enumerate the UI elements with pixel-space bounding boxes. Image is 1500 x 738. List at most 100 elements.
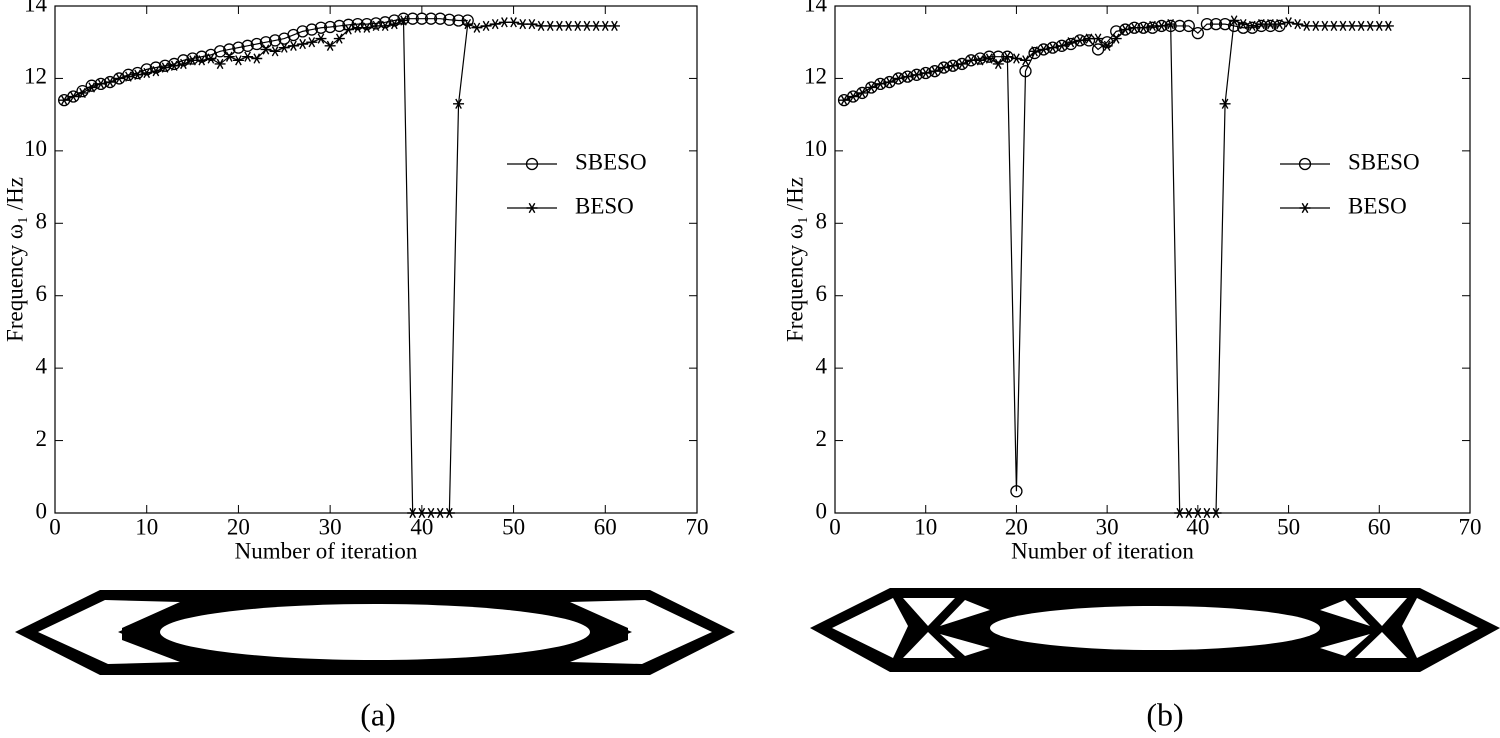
marker-star bbox=[929, 66, 941, 77]
marker-star bbox=[425, 507, 437, 519]
hole bbox=[940, 600, 990, 626]
marker-circle bbox=[296, 25, 309, 38]
marker-star bbox=[297, 38, 309, 50]
series-line bbox=[63, 18, 468, 101]
marker-circle bbox=[1264, 19, 1277, 33]
marker-circle bbox=[232, 41, 245, 54]
marker-star bbox=[260, 44, 272, 55]
marker-circle bbox=[1110, 25, 1123, 38]
marker-star bbox=[187, 55, 199, 66]
marker-star bbox=[1237, 18, 1249, 30]
marker-circle bbox=[1182, 19, 1195, 33]
marker-star bbox=[453, 98, 465, 109]
marker-star bbox=[563, 20, 575, 32]
marker-star bbox=[489, 18, 501, 30]
series-line bbox=[843, 23, 1280, 492]
marker-circle bbox=[1209, 17, 1223, 31]
marker-circle bbox=[1218, 17, 1232, 31]
marker-star bbox=[1274, 18, 1285, 30]
x-axis-label: Number of iteration bbox=[235, 538, 418, 563]
y-tick-label: 12 bbox=[24, 64, 47, 89]
topology-b bbox=[810, 588, 1500, 672]
y-tick-label: 0 bbox=[36, 498, 48, 523]
marker-circle bbox=[1273, 19, 1286, 33]
marker-star bbox=[865, 82, 877, 93]
marker-star bbox=[526, 18, 538, 30]
hole bbox=[1320, 634, 1370, 656]
y-tick-label: 4 bbox=[36, 353, 48, 378]
marker-star bbox=[168, 60, 180, 71]
marker-star bbox=[590, 20, 602, 32]
marker-star bbox=[1292, 18, 1304, 30]
x-tick-label: 10 bbox=[135, 514, 158, 539]
marker-circle bbox=[76, 84, 89, 98]
x-tick-label: 10 bbox=[914, 514, 937, 539]
marker-star bbox=[508, 17, 520, 28]
y-tick-label: 6 bbox=[36, 281, 48, 306]
legend-label: BESO bbox=[575, 193, 634, 218]
marker-star bbox=[1092, 33, 1104, 44]
marker-star bbox=[1001, 51, 1013, 62]
x-tick-label: 40 bbox=[410, 514, 433, 539]
marker-star bbox=[58, 95, 70, 106]
marker-star bbox=[113, 73, 125, 84]
hole bbox=[903, 598, 955, 626]
marker-star bbox=[480, 20, 492, 32]
series-line bbox=[843, 19, 1389, 514]
marker-star bbox=[947, 60, 959, 71]
marker-star bbox=[150, 66, 162, 77]
hole bbox=[1402, 598, 1478, 658]
marker-star bbox=[352, 22, 364, 33]
x-tick-label: 30 bbox=[319, 514, 342, 539]
marker-star bbox=[498, 17, 510, 28]
marker-star bbox=[1119, 24, 1131, 35]
marker-circle bbox=[195, 50, 208, 63]
x-tick-label: 0 bbox=[829, 514, 841, 539]
marker-star bbox=[315, 33, 327, 44]
marker-star bbox=[974, 55, 986, 66]
marker-star bbox=[1210, 507, 1222, 519]
legend-label: SBESO bbox=[1348, 149, 1420, 174]
marker-star bbox=[388, 18, 400, 30]
marker-star bbox=[269, 46, 281, 57]
member bbox=[118, 618, 150, 646]
y-tick-label: 2 bbox=[816, 426, 828, 451]
x-axis-label: Number of iteration bbox=[1011, 538, 1194, 563]
marker-star bbox=[223, 51, 235, 62]
y-tick-label: 8 bbox=[36, 209, 48, 234]
marker-star bbox=[608, 20, 620, 32]
marker-circle bbox=[1019, 65, 1032, 78]
marker-star bbox=[214, 58, 226, 70]
marker-circle bbox=[369, 17, 383, 30]
marker-star bbox=[379, 20, 391, 32]
marker-circle bbox=[333, 19, 346, 33]
marker-star bbox=[572, 20, 584, 32]
x-tick-label: 30 bbox=[1096, 514, 1119, 539]
marker-star bbox=[847, 91, 859, 102]
series-line bbox=[63, 19, 615, 514]
x-tick-label: 0 bbox=[49, 514, 61, 539]
member bbox=[600, 618, 632, 646]
marker-star bbox=[443, 507, 455, 519]
marker-star bbox=[1074, 35, 1086, 46]
marker-star bbox=[920, 67, 932, 79]
marker-circle bbox=[213, 45, 227, 58]
hole bbox=[1320, 600, 1370, 626]
marker-circle bbox=[1191, 27, 1205, 40]
marker-circle bbox=[241, 39, 254, 52]
marker-star bbox=[553, 20, 565, 32]
marker-star bbox=[599, 20, 611, 32]
marker-star bbox=[581, 20, 593, 32]
marker-star bbox=[251, 53, 263, 64]
legend-marker bbox=[525, 157, 539, 171]
marker-circle bbox=[1010, 485, 1023, 498]
y-tick-label: 4 bbox=[816, 353, 828, 378]
marker-star bbox=[471, 22, 483, 33]
legend-marker bbox=[1299, 202, 1311, 214]
marker-circle bbox=[1091, 43, 1105, 56]
marker-circle bbox=[406, 12, 419, 25]
hole bbox=[832, 598, 908, 658]
marker-circle bbox=[305, 23, 318, 36]
marker-star bbox=[407, 507, 419, 519]
marker-circle bbox=[351, 17, 364, 31]
